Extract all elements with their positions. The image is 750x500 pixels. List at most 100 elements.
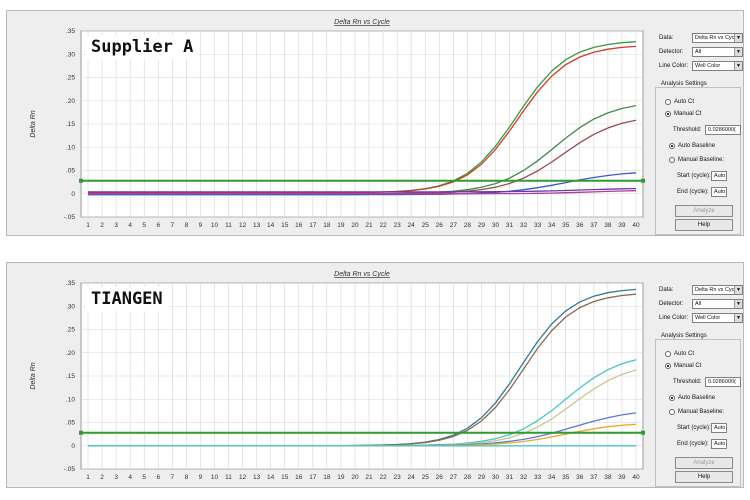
threshold-handle-left[interactable] bbox=[79, 178, 83, 183]
amplification-plot-supplier-a[interactable]: Delta Rn vs Cycle Delta Rn 1 2 3 4 5 6 7 8 9 10 11… bbox=[7, 11, 651, 236]
x-tick-label: 24 bbox=[408, 222, 416, 229]
x-tick-label: 1 bbox=[86, 222, 90, 229]
y-tick-label: -.05 bbox=[64, 214, 76, 221]
start-cycle-label: Start (cycle): bbox=[677, 173, 711, 179]
line-color-label: Line Color: bbox=[659, 63, 689, 69]
end-cycle-row: End (cycle): bbox=[677, 187, 709, 197]
y-tick-label: .15 bbox=[66, 373, 75, 380]
help-button[interactable]: Help bbox=[675, 471, 733, 483]
auto-ct-option[interactable]: Auto Ct bbox=[665, 97, 694, 107]
x-tick-label: 39 bbox=[618, 222, 626, 229]
x-tick-label: 2 bbox=[100, 222, 104, 229]
manual-baseline-option[interactable]: Manual Baseline: bbox=[669, 155, 724, 165]
y-tick-label: .25 bbox=[66, 75, 75, 82]
data-select[interactable]: Delta Rn vs Cycle ▼ bbox=[692, 285, 743, 295]
amplification-panel-supplier-a: Delta Rn vs Cycle Delta Rn 1 2 3 4 5 6 7 8 9 10 11… bbox=[6, 10, 744, 236]
manual-ct-radio[interactable] bbox=[665, 363, 671, 369]
x-tick-label: 17 bbox=[309, 474, 317, 481]
x-tick-label: 37 bbox=[590, 222, 598, 229]
x-tick-label: 7 bbox=[171, 222, 175, 229]
chevron-down-icon[interactable]: ▼ bbox=[734, 62, 742, 70]
auto-baseline-radio[interactable] bbox=[669, 395, 675, 401]
manual-ct-option[interactable]: Manual Ct bbox=[665, 109, 701, 119]
threshold-handle-left[interactable] bbox=[79, 430, 83, 435]
x-tick-label: 15 bbox=[281, 222, 289, 229]
analyze-button[interactable]: Analyze bbox=[675, 205, 733, 217]
x-tick-label: 4 bbox=[128, 474, 132, 481]
y-tick-label: .20 bbox=[66, 98, 75, 105]
chevron-down-icon[interactable]: ▼ bbox=[734, 314, 742, 322]
x-tick-label: 30 bbox=[492, 474, 500, 481]
manual-baseline-option[interactable]: Manual Baseline: bbox=[669, 407, 724, 417]
x-tick-label: 39 bbox=[618, 474, 626, 481]
y-tick-label: -.05 bbox=[64, 466, 76, 473]
y-tick-label: .30 bbox=[66, 303, 75, 310]
x-tick-label: 16 bbox=[295, 222, 303, 229]
auto-baseline-option[interactable]: Auto Baseline bbox=[669, 393, 715, 403]
line-color-select[interactable]: Well Color ▼ bbox=[692, 61, 743, 71]
auto-ct-option[interactable]: Auto Ct bbox=[665, 349, 694, 359]
chevron-down-icon[interactable]: ▼ bbox=[734, 48, 742, 56]
y-axis-label: Delta Rn bbox=[30, 110, 37, 137]
manual-baseline-radio[interactable] bbox=[669, 409, 675, 415]
chevron-down-icon[interactable]: ▼ bbox=[734, 300, 742, 308]
amplification-plot-tiangen[interactable]: Delta Rn vs Cycle Delta Rn 1 2 3 4 5 6 7 8 9 10 11… bbox=[7, 263, 651, 488]
x-tick-label: 7 bbox=[171, 474, 175, 481]
x-tick-label: 15 bbox=[281, 474, 289, 481]
manual-ct-option[interactable]: Manual Ct bbox=[665, 361, 701, 371]
x-tick-label: 4 bbox=[128, 222, 132, 229]
x-tick-label: 34 bbox=[548, 474, 556, 481]
line-color-row: Line Color: Well Color ▼ bbox=[659, 61, 743, 71]
chevron-down-icon[interactable]: ▼ bbox=[734, 34, 742, 42]
auto-ct-radio[interactable] bbox=[665, 99, 671, 105]
end-cycle-field[interactable]: Auto bbox=[711, 187, 727, 197]
x-tick-label: 2 bbox=[100, 474, 104, 481]
x-tick-label: 13 bbox=[253, 474, 261, 481]
end-cycle-label: End (cycle): bbox=[677, 189, 709, 195]
start-cycle-field[interactable]: Auto bbox=[711, 171, 727, 181]
threshold-handle-right[interactable] bbox=[641, 430, 645, 435]
auto-baseline-option[interactable]: Auto Baseline bbox=[669, 141, 715, 151]
threshold-row: Threshold: bbox=[673, 377, 701, 387]
start-cycle-field[interactable]: Auto bbox=[711, 423, 727, 433]
x-tick-label: 23 bbox=[394, 474, 402, 481]
end-cycle-field[interactable]: Auto bbox=[711, 439, 727, 449]
auto-baseline-radio[interactable] bbox=[669, 143, 675, 149]
line-color-select[interactable]: Well Color ▼ bbox=[692, 313, 743, 323]
auto-ct-radio[interactable] bbox=[665, 351, 671, 357]
y-axis-label: Delta Rn bbox=[30, 362, 37, 389]
x-tick-label: 10 bbox=[211, 222, 219, 229]
analysis-settings-group bbox=[655, 339, 741, 487]
detector-select[interactable]: All ▼ bbox=[692, 47, 743, 57]
data-select[interactable]: Delta Rn vs Cycle ▼ bbox=[692, 33, 743, 43]
threshold-handle-right[interactable] bbox=[641, 178, 645, 183]
analysis-settings-title: Analysis Settings bbox=[659, 333, 709, 339]
amplification-curve-7 bbox=[88, 190, 637, 195]
help-button[interactable]: Help bbox=[675, 219, 733, 231]
x-tick-label: 23 bbox=[394, 222, 402, 229]
x-tick-label: 6 bbox=[156, 474, 160, 481]
analysis-settings-group bbox=[655, 87, 741, 235]
x-tick-label: 11 bbox=[225, 474, 232, 481]
x-tick-label: 13 bbox=[253, 222, 261, 229]
auto-baseline-label: Auto Baseline bbox=[678, 395, 716, 401]
detector-select[interactable]: All ▼ bbox=[692, 299, 743, 309]
threshold-field[interactable]: 0.0286000( bbox=[705, 377, 741, 387]
x-tick-label: 3 bbox=[114, 222, 118, 229]
x-tick-label: 27 bbox=[450, 474, 458, 481]
y-tick-label: .05 bbox=[66, 168, 75, 175]
threshold-field[interactable]: 0.0286000( bbox=[705, 125, 741, 135]
x-tick-label: 20 bbox=[351, 474, 359, 481]
manual-ct-radio[interactable] bbox=[665, 111, 671, 117]
x-tick-label: 12 bbox=[239, 222, 247, 229]
manual-baseline-radio[interactable] bbox=[669, 157, 675, 163]
x-tick-label: 24 bbox=[408, 474, 416, 481]
x-tick-label: 29 bbox=[478, 222, 486, 229]
amplification-curve-6 bbox=[88, 187, 637, 193]
x-tick-label: 22 bbox=[379, 222, 387, 229]
threshold-label: Threshold: bbox=[673, 379, 702, 385]
x-tick-label: 27 bbox=[450, 222, 458, 229]
analyze-button[interactable]: Analyze bbox=[675, 457, 733, 469]
chevron-down-icon[interactable]: ▼ bbox=[734, 286, 742, 294]
x-tick-label: 3 bbox=[114, 474, 118, 481]
